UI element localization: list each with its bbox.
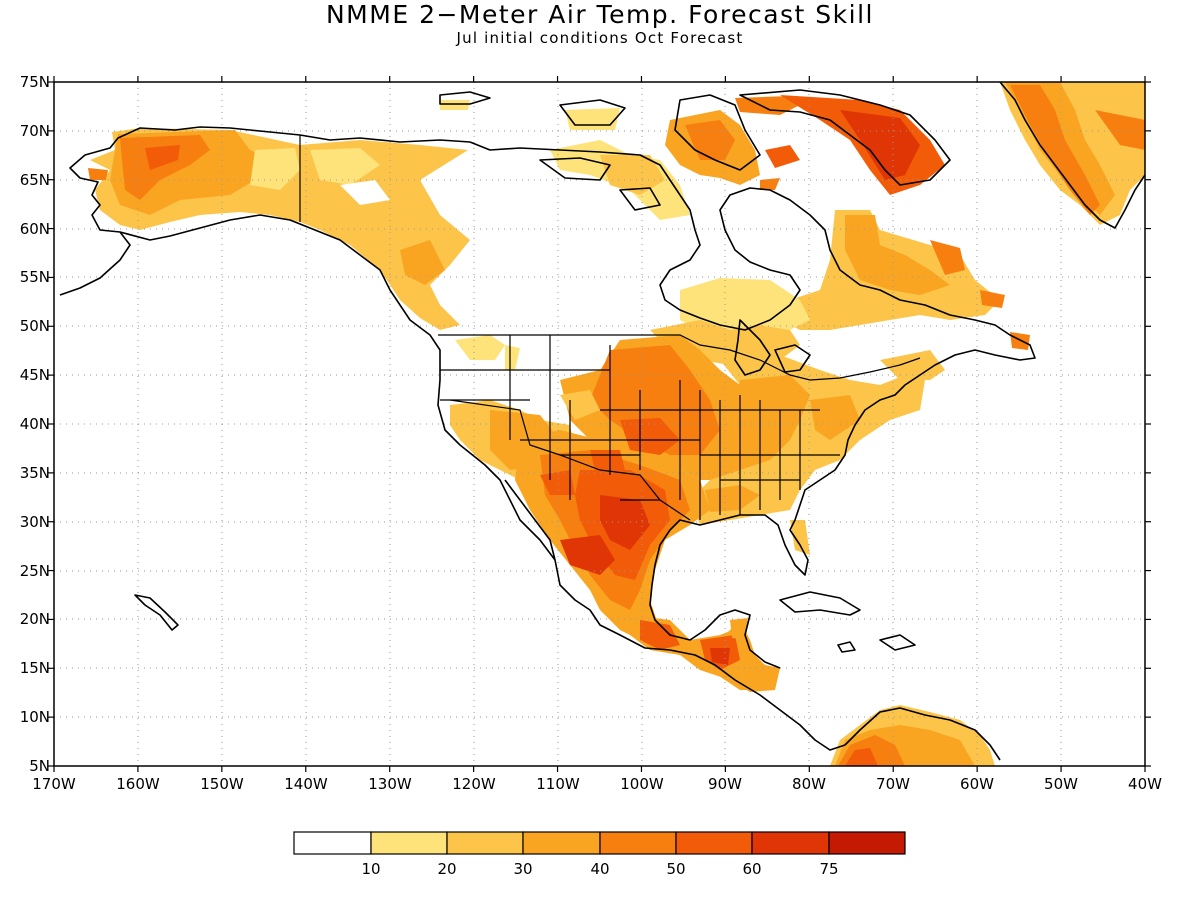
lat-tick-label: 10N — [20, 708, 50, 726]
lon-tick-label: 170W — [32, 775, 76, 793]
colorbar-swatch — [293, 831, 372, 855]
lat-tick-label: 40N — [20, 415, 50, 433]
lat-tick-label: 50N — [20, 317, 50, 335]
lat-tick-label: 20N — [20, 610, 50, 628]
colorbar-swatch — [370, 831, 448, 855]
lon-tick-label: 80W — [792, 775, 826, 793]
lon-tick-label: 120W — [452, 775, 496, 793]
lat-axis: 5N 10N 15N 20N 25N 30N 35N 40N 45N 50N 5… — [20, 73, 50, 775]
colorbar-label: 20 — [437, 860, 456, 878]
colorbar-label: 10 — [361, 860, 380, 878]
colorbar-swatch — [675, 831, 753, 855]
lat-tick-label: 35N — [20, 464, 50, 482]
axis-ticks — [48, 76, 1151, 772]
lon-tick-label: 90W — [708, 775, 742, 793]
lat-tick-label: 45N — [20, 366, 50, 384]
region-alaska — [88, 128, 300, 230]
lat-tick-label: 60N — [20, 220, 50, 238]
lon-tick-label: 40W — [1128, 775, 1162, 793]
colorbar-swatch — [446, 831, 524, 855]
lat-tick-label: 55N — [20, 268, 50, 286]
colorbar-label: 75 — [819, 860, 838, 878]
region-us-east — [690, 350, 945, 555]
lon-tick-label: 160W — [116, 775, 160, 793]
lon-tick-label: 140W — [284, 775, 328, 793]
region-north-canada — [440, 100, 690, 220]
colorbar-swatch — [828, 831, 906, 855]
graticule — [54, 82, 1145, 766]
region-greenland-coast — [1000, 82, 1145, 225]
coastlines — [59, 82, 1145, 761]
lon-tick-label: 110W — [536, 775, 580, 793]
chart-subtitle: Jul initial conditions Oct Forecast — [456, 29, 744, 47]
region-yukon-bc — [300, 140, 470, 330]
lon-tick-label: 70W — [876, 775, 910, 793]
lon-axis: 170W 160W 150W 140W 130W 120W 110W 100W … — [32, 775, 1162, 793]
lat-tick-label: 65N — [20, 171, 50, 189]
colorbar-swatch — [522, 831, 601, 855]
political-borders — [299, 135, 921, 521]
colorbar-label: 50 — [666, 860, 685, 878]
lon-tick-label: 130W — [368, 775, 412, 793]
lon-tick-label: 60W — [960, 775, 994, 793]
chart-title: NMME 2−Meter Air Temp. Forecast Skill — [325, 0, 874, 29]
colorbar: 10 20 30 40 50 60 75 — [293, 831, 906, 878]
colorbar-label: 30 — [513, 860, 532, 878]
lon-tick-label: 150W — [200, 775, 244, 793]
lat-tick-label: 25N — [20, 562, 50, 580]
colorbar-label: 60 — [742, 860, 761, 878]
lon-tick-label: 50W — [1044, 775, 1078, 793]
colorbar-label: 40 — [590, 860, 609, 878]
lat-tick-label: 70N — [20, 122, 50, 140]
region-central-america — [630, 615, 780, 692]
lat-tick-label: 15N — [20, 659, 50, 677]
colorbar-swatch — [751, 831, 830, 855]
region-northern-quebec — [780, 210, 1030, 350]
lon-tick-label: 100W — [620, 775, 664, 793]
lat-tick-label: 5N — [29, 757, 50, 775]
lat-tick-label: 75N — [20, 73, 50, 91]
colorbar-swatch — [599, 831, 677, 855]
lat-tick-label: 30N — [20, 513, 50, 531]
